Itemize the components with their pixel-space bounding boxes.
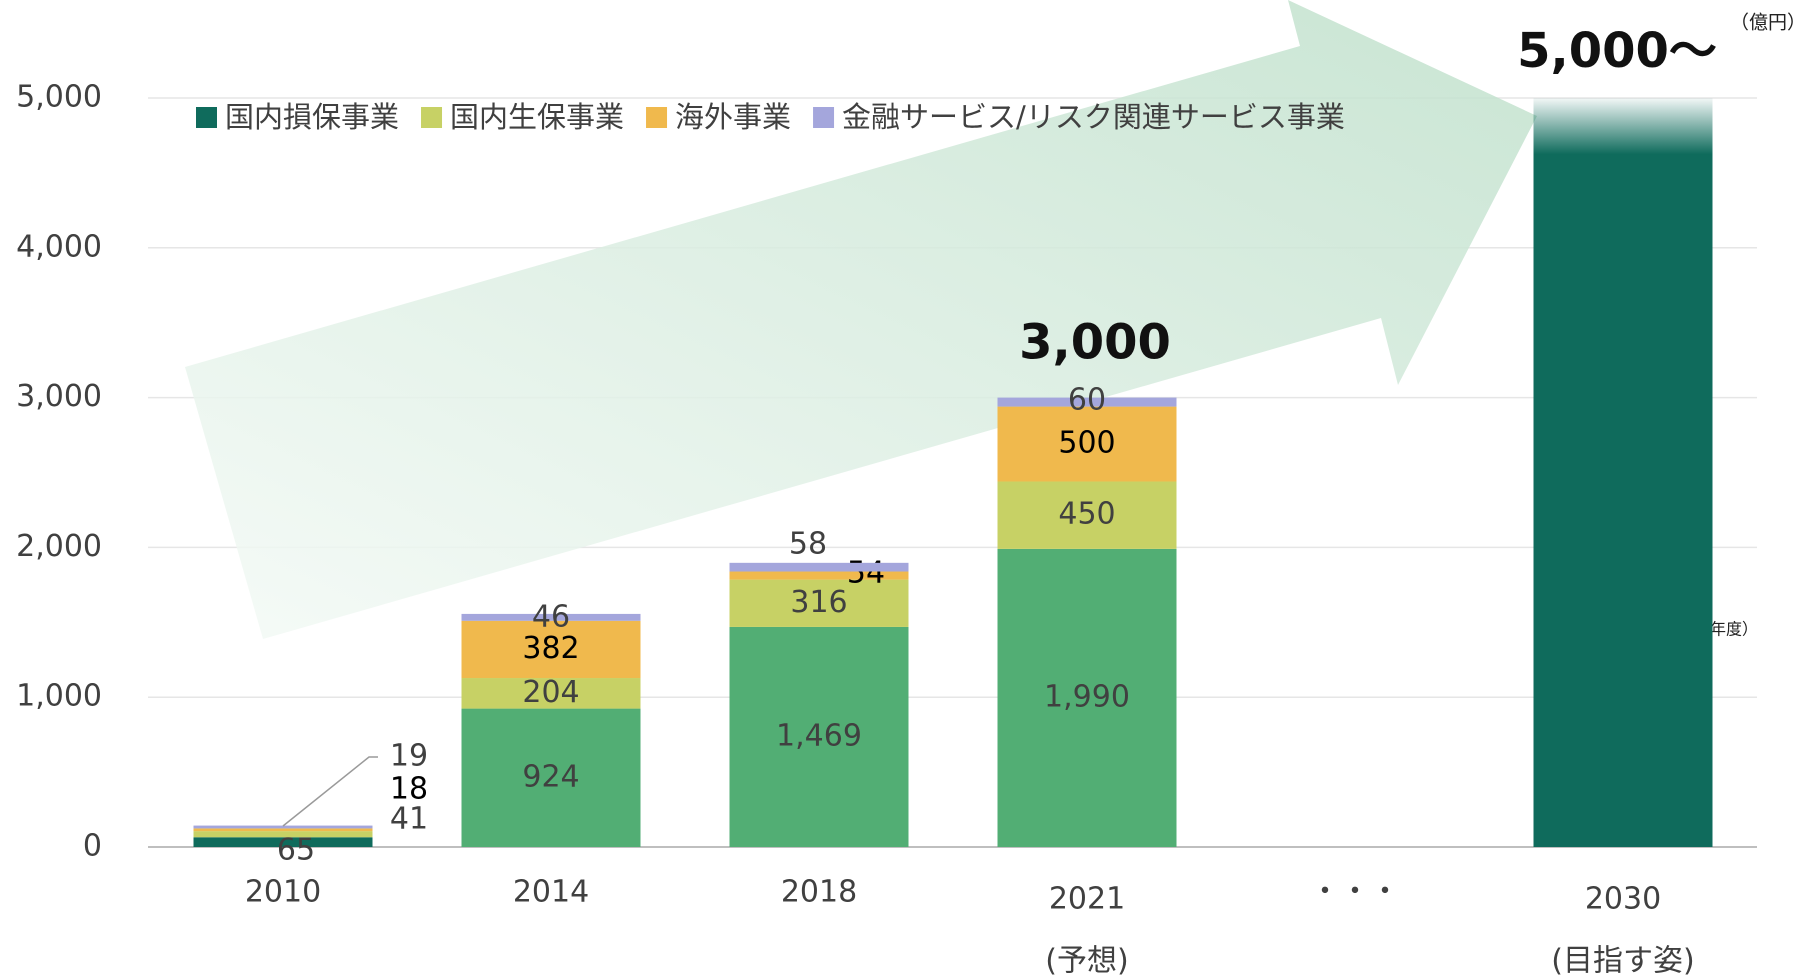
x-tick-note: (予想) [1045, 944, 1128, 979]
x-tick-label: 2030 [1585, 882, 1661, 917]
data-label: 60 [1068, 383, 1106, 418]
x-tick-note: (目指す姿) [1551, 944, 1694, 979]
y-tick-label: 1,000 [16, 679, 102, 714]
bar-segment [194, 826, 373, 829]
legend-label: 国内損保事業 [225, 100, 399, 134]
y-tick-label: 4,000 [16, 229, 102, 264]
data-label: 204 [522, 675, 579, 710]
x-tick-label: 2021 [1049, 882, 1125, 917]
bar-segment [730, 563, 909, 572]
bar-segment [194, 828, 373, 831]
legend-label: 国内生保事業 [450, 100, 624, 134]
data-label: 65 [277, 833, 315, 868]
legend-swatch [646, 107, 667, 128]
y-tick-label: 0 [83, 829, 102, 864]
y-tick-label: 5,000 [16, 80, 102, 115]
legend-swatch [196, 107, 217, 128]
y-tick-label: 2,000 [16, 529, 102, 564]
data-label: 450 [1058, 497, 1115, 532]
y-tick-label: 3,000 [16, 379, 102, 414]
data-label: 18 [390, 772, 428, 807]
total-label: 5,000〜 [1517, 23, 1717, 79]
x-tick-label: ・・・ [1310, 875, 1400, 910]
legend-swatch [421, 107, 442, 128]
bar-segment [194, 831, 373, 837]
data-label: 41 [390, 802, 428, 837]
legend-swatch [813, 107, 834, 128]
x-tick-label: 2010 [245, 875, 321, 910]
growth-arrow [185, 0, 1537, 639]
chart: （億円） （年度） 01,0002,0003,0004,0005,000国内損保… [0, 0, 1812, 980]
unit-label: （億円） [1730, 12, 1806, 34]
data-label: 316 [790, 585, 847, 620]
total-label: 3,000 [1019, 315, 1171, 371]
bar-segment [1534, 98, 1713, 847]
x-tick-label: 2018 [781, 875, 857, 910]
data-label: 54 [847, 556, 885, 591]
leader-line [283, 757, 378, 826]
data-label: 19 [390, 739, 428, 774]
data-label: 924 [522, 759, 579, 794]
data-label: 382 [522, 631, 579, 666]
legend-label: 金融サービス/リスク関連サービス事業 [842, 100, 1345, 134]
data-label: 500 [1058, 426, 1115, 461]
data-label: 1,469 [776, 718, 862, 753]
data-label: 58 [789, 527, 827, 562]
data-label: 46 [532, 600, 570, 635]
data-label: 1,990 [1044, 679, 1130, 714]
legend-label: 海外事業 [675, 100, 791, 134]
x-tick-label: 2014 [513, 875, 589, 910]
